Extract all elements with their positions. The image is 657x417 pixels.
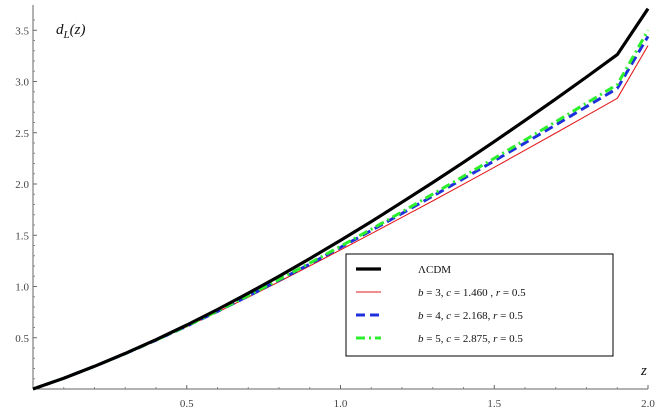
y-axis-label: dL(z) — [56, 22, 85, 41]
legend-label-1: ΛCDM — [418, 264, 451, 276]
y-tick-label: 3.5 — [15, 25, 29, 37]
y-axis-label-subscript: L — [63, 29, 70, 41]
x-axis-label: z — [640, 363, 647, 379]
x-tick-label: 2.0 — [641, 398, 655, 410]
legend-label-2: b = 3, c = 1.460 , r = 0.5 — [418, 287, 526, 299]
y-axis-ticks: 0.5 1.0 1.5 2.0 2.5 3.0 3.5 — [15, 19, 37, 380]
legend-label-4: b = 5, c = 2.875, r = 0.5 — [418, 333, 523, 345]
y-tick-label: 1.0 — [15, 282, 29, 294]
y-tick-label: 1.5 — [15, 230, 29, 242]
y-tick-label: 2.0 — [15, 179, 29, 191]
y-axis-label-tail: (z) — [70, 22, 86, 38]
series-layer — [32, 7, 650, 391]
x-axis-ticks: 0.5 1.0 1.5 2.0 — [63, 385, 655, 410]
y-tick-label: 3.0 — [15, 77, 29, 89]
x-tick-label: 1.5 — [487, 398, 501, 410]
series-line-1 — [32, 7, 650, 391]
series-line-4 — [32, 29, 650, 391]
legend-box — [345, 253, 614, 357]
x-tick-label: 1.0 — [334, 398, 348, 410]
y-tick-label: 2.5 — [15, 128, 29, 140]
x-tick-label: 0.5 — [180, 398, 194, 410]
legend-label-3: b = 4, c = 2.168, r = 0.5 — [418, 310, 523, 322]
legend-items: ΛCDM b = 3, c = 1.460 , r = 0.5 b = 4, c =… — [356, 264, 526, 345]
y-tick-label: 0.5 — [15, 333, 29, 345]
legend: ΛCDM b = 3, c = 1.460 , r = 0.5 b = 4, c =… — [345, 253, 614, 357]
series-line-3 — [32, 35, 650, 391]
